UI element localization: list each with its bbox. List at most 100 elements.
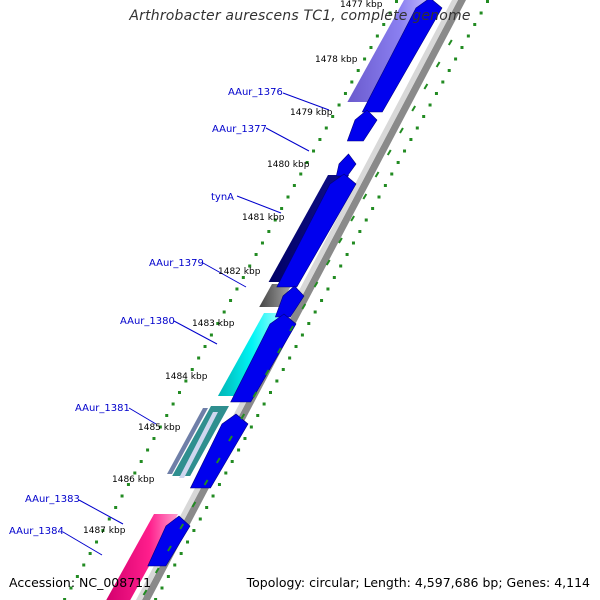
- cds-arrow-small: [335, 153, 357, 177]
- gc-dot-outer: [403, 149, 407, 153]
- gc-dot-inner: [95, 540, 99, 544]
- kbp-tick-label: 1477 kbp: [340, 0, 383, 10]
- gene-leader-line: [282, 92, 330, 111]
- gc-dash: [411, 105, 417, 112]
- leader-line-layer: [62, 92, 330, 556]
- gc-dot-inner: [171, 402, 175, 406]
- gene-leader-line: [78, 499, 124, 525]
- gc-dash: [264, 369, 270, 376]
- gc-dot-outer: [192, 529, 196, 532]
- gc-dash: [154, 567, 160, 574]
- gc-dot-outer: [383, 184, 387, 187]
- kbp-tick-label: 1484 kbp: [165, 372, 208, 382]
- gene-leader-line: [128, 407, 157, 425]
- gc-dot-inner: [114, 506, 118, 509]
- gene-label: tynA: [211, 192, 234, 203]
- gene-label: AAur_1381: [75, 403, 130, 414]
- gc-dot-outer: [262, 402, 266, 406]
- map-title: Arthrobacter aurescens TC1, complete gen…: [129, 8, 471, 24]
- gc-dot-inner: [388, 11, 392, 15]
- gc-dash: [301, 303, 307, 310]
- gc-dot-outer: [281, 368, 285, 371]
- gc-dash: [423, 83, 429, 90]
- gc-dash: [350, 215, 355, 222]
- gene-label: AAur_1376: [228, 87, 283, 98]
- kbp-tick-label: 1483 kbp: [192, 319, 235, 329]
- gc-dot-inner: [312, 149, 316, 153]
- genome-summary-text: Topology: circular; Length: 4,597,686 bp…: [246, 575, 590, 590]
- gc-dot-inner: [69, 586, 73, 590]
- kbp-tick-label: 1479 kbp: [290, 108, 333, 118]
- gc-dot-outer: [205, 506, 209, 509]
- gc-dot-outer: [434, 92, 438, 95]
- gc-dot-inner: [337, 103, 341, 107]
- cds-arrow-AAur_1379: [274, 285, 305, 318]
- gc-dot-outer: [364, 218, 368, 222]
- gc-dot-outer: [166, 575, 170, 578]
- gc-dot-inner: [241, 276, 245, 279]
- gc-dot-outer: [237, 448, 241, 452]
- gc-dot-inner: [209, 333, 213, 337]
- gc-dot-inner: [203, 345, 207, 348]
- gc-dot-outer: [466, 34, 470, 38]
- gc-dot-inner: [363, 57, 367, 61]
- gc-dash: [447, 39, 453, 46]
- backbone-strip: [142, 0, 466, 600]
- gc-dash: [179, 523, 185, 530]
- gene-label: AAur_1383: [25, 494, 80, 505]
- gc-dot-inner: [305, 161, 309, 164]
- gc-dot-inner: [216, 322, 220, 325]
- gc-dot-outer: [249, 425, 253, 429]
- kbp-tick-label: 1487 kbp: [83, 526, 126, 536]
- gc-dot-outer: [198, 517, 202, 521]
- gc-dot-outer: [345, 253, 349, 256]
- feature-AAur_1381-highlight: [179, 412, 218, 478]
- gene-leader-line: [62, 531, 103, 556]
- gc-dot-inner: [101, 529, 105, 532]
- gene-label: AAur_1380: [120, 316, 175, 327]
- gc-dot-outer: [454, 57, 458, 61]
- gc-dot-inner: [88, 552, 92, 555]
- gc-dot-inner: [139, 460, 143, 463]
- gene-leader-line: [202, 262, 247, 288]
- gc-dash: [386, 149, 392, 156]
- gc-dot-outer: [275, 379, 279, 383]
- gc-dot-inner: [75, 575, 79, 578]
- gc-dash: [313, 281, 319, 288]
- gene-leader-line: [236, 195, 282, 214]
- gc-dot-inner: [260, 241, 264, 245]
- gc-dot-outer: [211, 494, 215, 498]
- gc-dot-inner: [177, 391, 181, 394]
- gc-dot-inner: [286, 195, 290, 199]
- gc-dot-outer: [332, 276, 336, 279]
- gc-dot-outer: [377, 195, 381, 199]
- kbp-tick-label: 1481 kbp: [242, 213, 285, 223]
- gc-dot-inner: [267, 230, 271, 233]
- gene-label-layer: AAur_1376 AAur_1377 tynA AAur_1379 AAur_1380…: [9, 87, 283, 537]
- gc-dot-inner: [63, 598, 67, 600]
- kbp-tick-label: 1482 kbp: [218, 267, 261, 277]
- gc-dot-outer: [441, 80, 445, 84]
- gc-dot-outer: [473, 23, 477, 26]
- gc-dash: [325, 259, 331, 266]
- gc-dot-outer: [288, 356, 292, 360]
- gc-dash: [142, 589, 148, 596]
- gc-dot-outer: [313, 310, 317, 314]
- gene-label: AAur_1377: [212, 124, 267, 135]
- gc-dash: [191, 501, 197, 508]
- gc-dot-outer: [217, 483, 221, 486]
- gc-dot-outer: [256, 414, 260, 417]
- gc-dot-outer: [224, 471, 228, 475]
- gc-dash: [289, 325, 294, 332]
- gc-dot-inner: [292, 184, 296, 187]
- gc-dot-outer: [320, 299, 324, 302]
- gc-dot-inner: [254, 253, 258, 256]
- gc-dash: [240, 413, 246, 420]
- tick-label-layer: 1477 kbp 1478 kbp 1479 kbp 1480 kbp 1481 kbp…: [83, 0, 383, 536]
- gc-dot-inner: [222, 310, 226, 314]
- gc-dot-inner: [158, 425, 162, 429]
- gc-dot-outer: [486, 0, 489, 3]
- gc-dot-inner: [184, 379, 188, 383]
- gc-dash: [277, 347, 282, 354]
